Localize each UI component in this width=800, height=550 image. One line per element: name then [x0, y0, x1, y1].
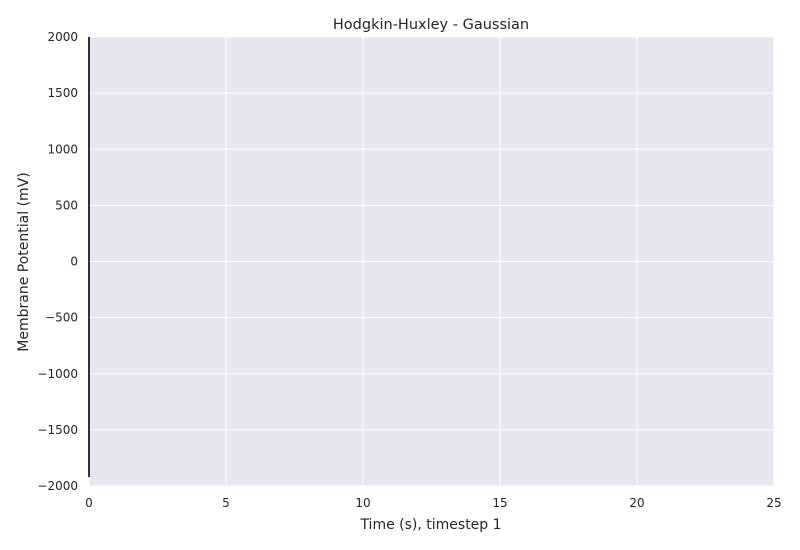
y-tick-label: 1000	[47, 142, 78, 156]
x-axis-title: Time (s), timestep 1	[359, 517, 501, 533]
y-tick-label: 0	[70, 255, 78, 269]
chart-title: Hodgkin-Huxley - Gaussian	[333, 17, 529, 33]
x-tick-label: 0	[85, 496, 93, 510]
x-tick-label: 5	[222, 496, 230, 510]
x-tick-label: 10	[355, 496, 370, 510]
y-tick-label: 500	[55, 198, 78, 212]
x-tick-label: 25	[766, 496, 781, 510]
x-tick-labels: 0 5 10 15 20 25	[85, 496, 781, 510]
y-tick-labels: 2000 1500 1000 500 0 −500 −1000 −1500 −2000	[37, 30, 78, 493]
y-gridlines	[89, 36, 774, 487]
y-tick-label: −2000	[37, 479, 78, 493]
y-tick-label: 1500	[47, 86, 78, 100]
y-tick-label: 2000	[47, 30, 78, 44]
y-tick-label: −500	[45, 311, 78, 325]
x-tick-label: 15	[492, 496, 507, 510]
x-tick-label: 20	[629, 496, 644, 510]
y-tick-label: −1500	[37, 423, 78, 437]
y-axis-title: Membrane Potential (mV)	[16, 172, 32, 351]
y-tick-label: −1000	[37, 367, 78, 381]
